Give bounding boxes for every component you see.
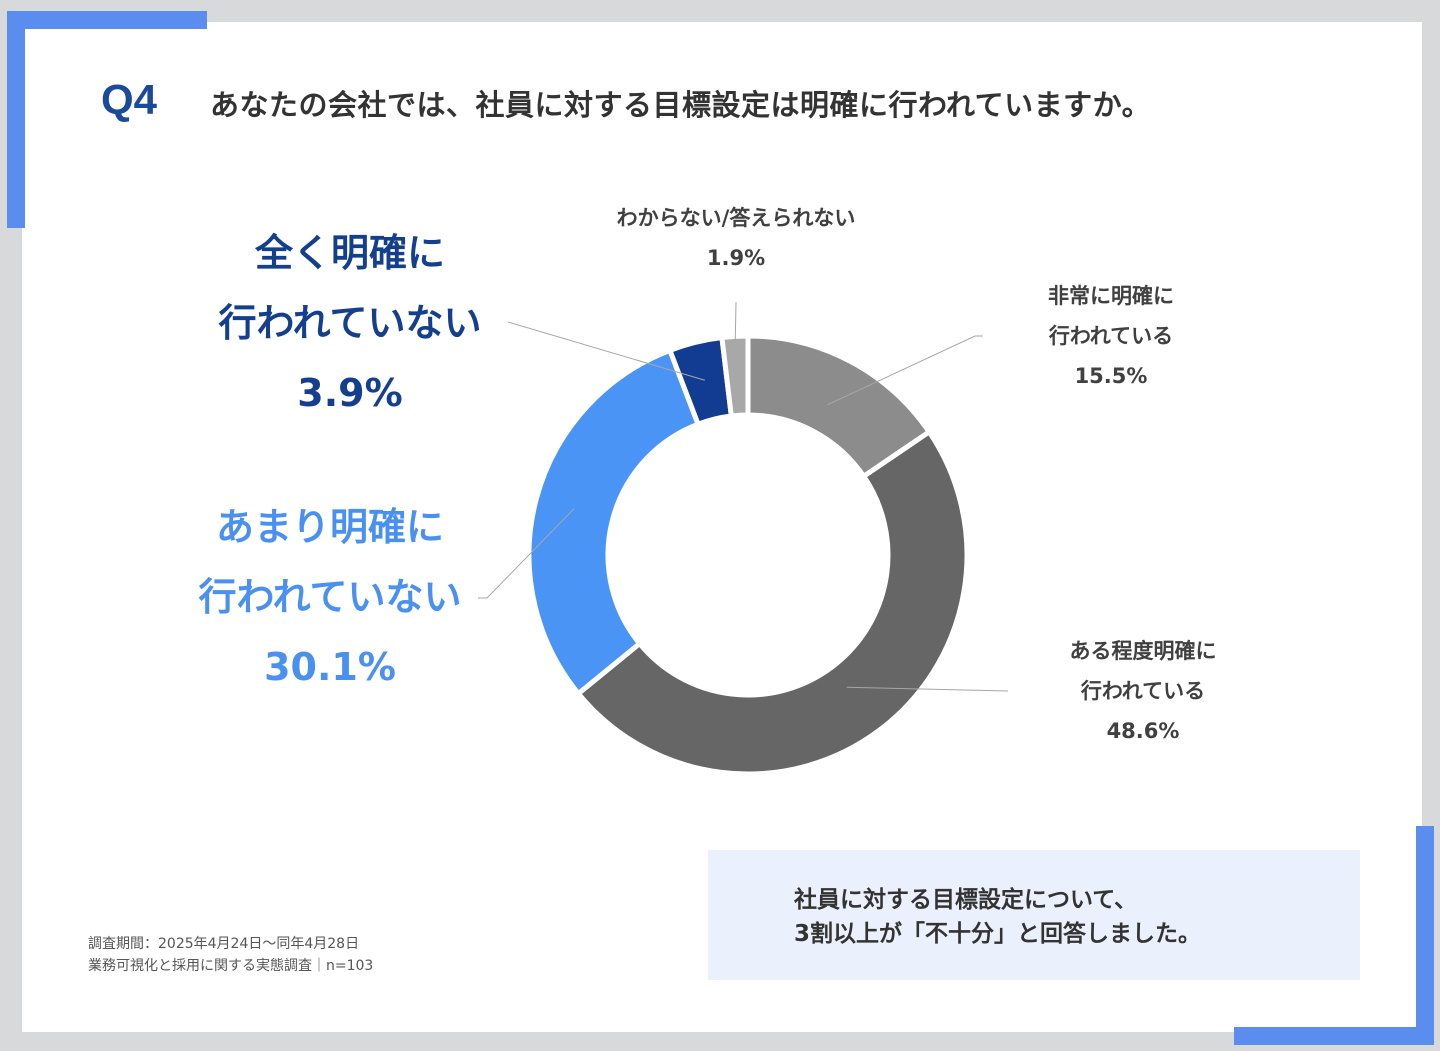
donut-slice-unknown [719,333,751,419]
leader-line-not-clear-at-all [507,321,706,381]
survey-period: 調査期間：2025年4月24日〜同年4月28日 [88,936,360,952]
survey-footnote: 調査期間：2025年4月24日〜同年4月28日 業務可視化と採用に関する実態調査… [88,933,373,977]
label-not-very-clear-line1: あまり明確に [215,505,444,549]
accent-bar-top-left-horizontal [7,11,207,29]
summary-line1: 社員に対する目標設定について、 [794,887,1138,913]
label-very-clear-line1: 非常に明確に [1048,284,1174,308]
leader-lines [478,301,1009,692]
label-not-clear-at-all-line1: 全く明確に [254,231,445,275]
label-not-very-clear-pct: 30.1% [264,645,396,689]
label-somewhat-clear-line2: 行われている [1080,679,1206,703]
label-unknown-line1: わからない/答えられない [616,206,856,230]
label-somewhat-clear-pct: 48.6% [1106,719,1180,743]
survey-name: 業務可視化と採用に関する実態調査｜n=103 [88,958,374,974]
label-not-very-clear-line2: 行われていない [198,575,462,619]
leader-line-somewhat-clear [846,686,1009,692]
accent-bar-bottom-right-vertical [1416,826,1434,1045]
question-number: Q4 [101,76,158,123]
label-unknown: わからない/答えられない 1.9% [586,198,886,278]
label-very-clear-pct: 15.5% [1074,364,1148,388]
label-not-clear-at-all: 全く明確に 行われていない 3.9% [170,218,530,428]
summary-text: 社員に対する目標設定について、 3割以上が「不十分」と回答しました。 [794,883,1201,951]
label-unknown-pct: 1.9% [706,246,766,270]
label-not-clear-at-all-line2: 行われていない [218,301,482,345]
leader-line-very-clear [827,335,983,406]
question-title: あなたの会社では、社員に対する目標設定は明確に行われていますか。 [210,88,1152,122]
label-very-clear: 非常に明確に 行われている 15.5% [1011,276,1211,396]
leader-line-not-very-clear [478,508,575,599]
label-somewhat-clear: ある程度明確に 行われている 48.6% [1033,631,1253,751]
leader-line-unknown [734,301,737,342]
donut-slice-not-very-clear [526,347,701,697]
label-somewhat-clear-line1: ある程度明確に [1069,639,1217,663]
label-very-clear-line2: 行われている [1048,324,1174,348]
label-not-clear-at-all-pct: 3.9% [297,371,403,415]
donut-slice-somewhat-clear [575,429,970,777]
donut-slices [526,333,970,777]
summary-box: 社員に対する目標設定について、 3割以上が「不十分」と回答しました。 [708,850,1360,980]
summary-line2: 3割以上が「不十分」と回答しました。 [794,921,1202,947]
accent-bar-top-left-vertical [7,11,25,228]
accent-bar-bottom-right-horizontal [1234,1027,1434,1045]
label-not-very-clear: あまり明確に 行われていない 30.1% [150,492,510,702]
